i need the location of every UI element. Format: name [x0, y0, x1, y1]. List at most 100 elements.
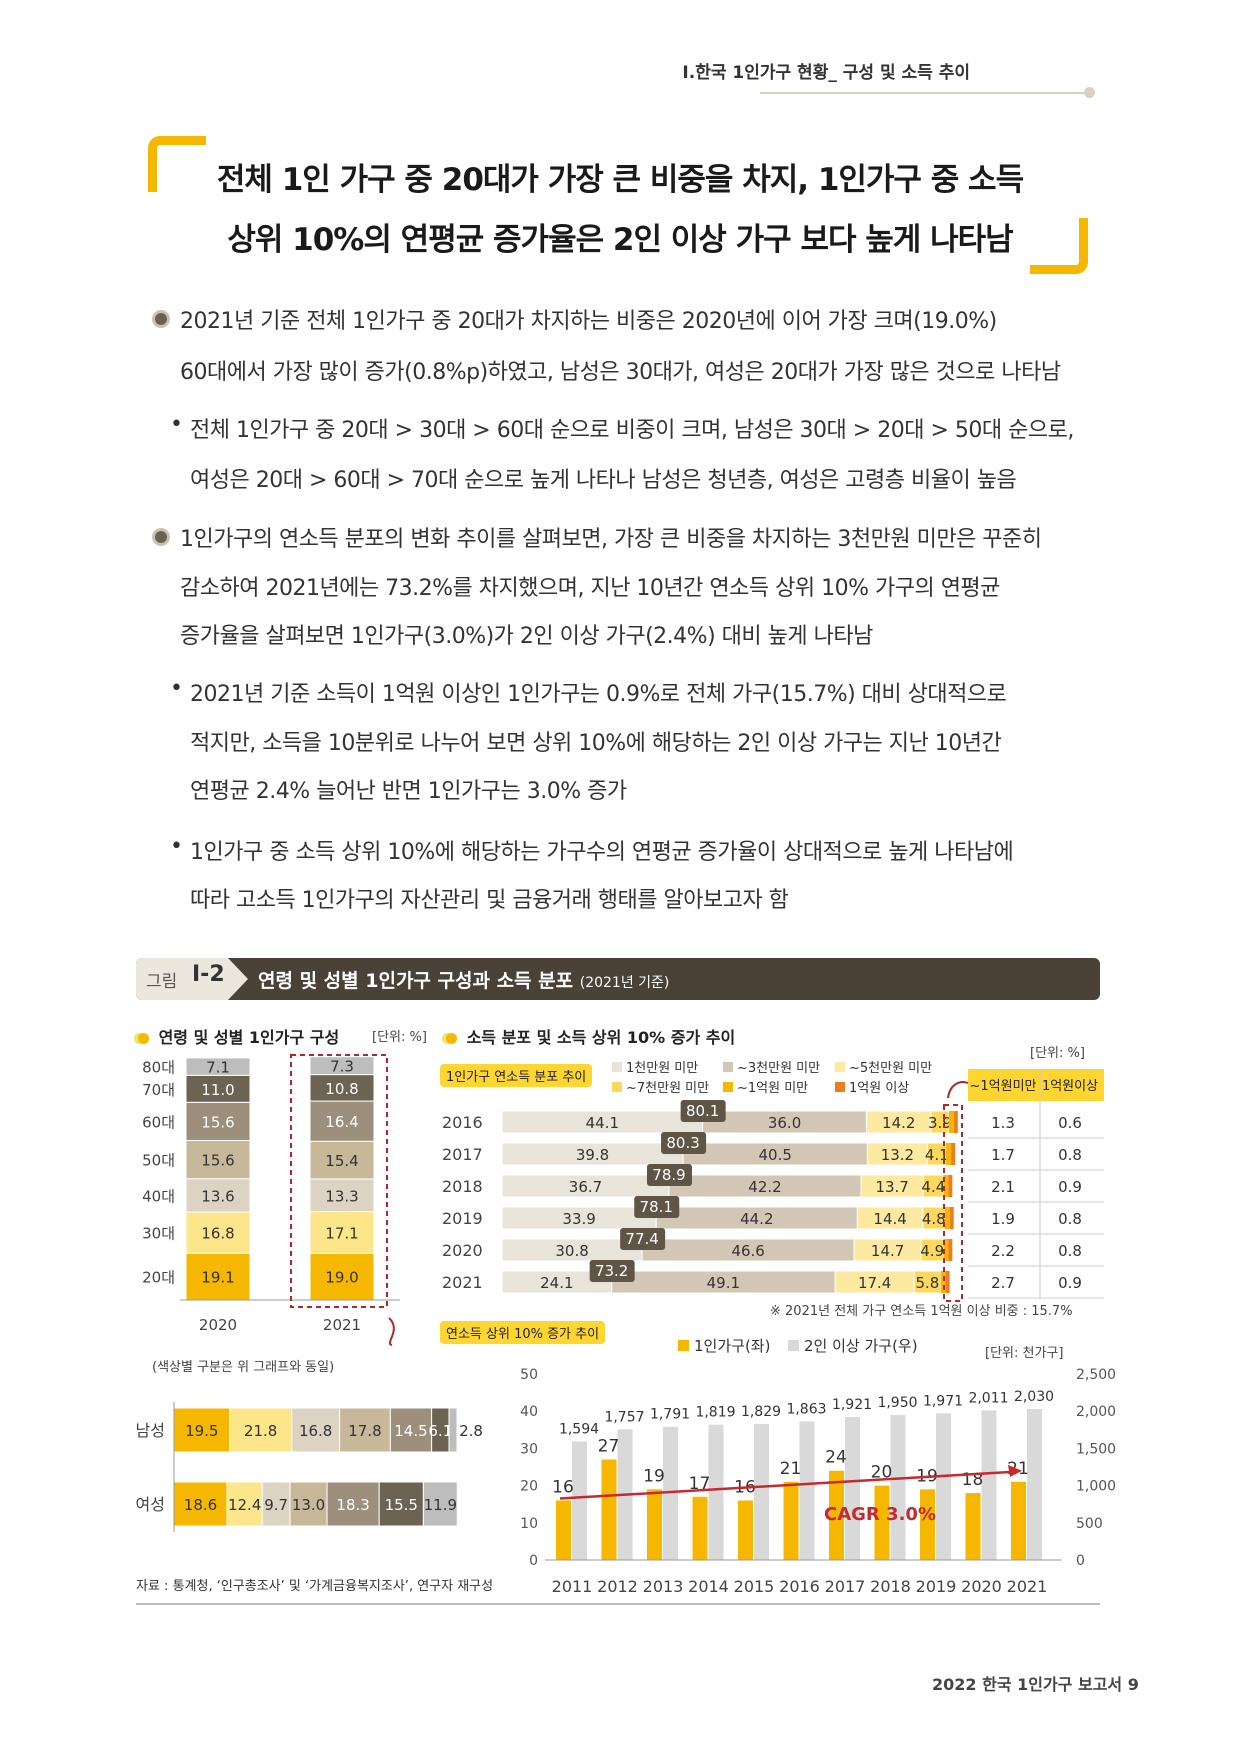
growth-label-2plus: 1,863: [786, 1401, 826, 1417]
income-bar-label: 44.2: [740, 1210, 773, 1228]
p2-line3: 증가율을 살펴보면 1인가구(3.0%)가 2인 이상 가구(2.4%) 대비 …: [180, 624, 873, 649]
cagr-annotation: CAGR 3.0%: [824, 1504, 936, 1525]
growth-year-tick: 2020: [961, 1577, 1002, 1596]
income-bar-segment: [948, 1111, 954, 1133]
under3000-badge: [661, 1132, 707, 1154]
growth-label-single: 21: [780, 1459, 802, 1479]
income-bar-label: 24.1: [540, 1274, 573, 1292]
age-bar-label: 11.0: [201, 1081, 234, 1099]
income-bar-label: 4.9: [920, 1242, 944, 1260]
income-legend-swatch: [835, 1062, 845, 1072]
bullet-dot: •: [170, 834, 183, 859]
age-axis-label: 80대: [142, 1059, 175, 1077]
income-bar-label: 4.8: [922, 1210, 946, 1228]
gender-bar-segment: [389, 1407, 433, 1453]
age-bar-label: 15.6: [201, 1113, 234, 1131]
gender-note: (색상별 구분은 위 그래프와 동일): [152, 1360, 335, 1375]
table-cell: 1.7: [991, 1146, 1015, 1164]
highlight-arrow: [388, 1317, 395, 1346]
figure-subtitle: (2021년 기준): [579, 975, 670, 991]
growth-label-2plus: 1,791: [650, 1407, 690, 1423]
income-bar-segment: [946, 1143, 952, 1165]
figure-number: Ⅰ-2: [192, 962, 225, 987]
income-bar-label: 14.2: [882, 1114, 915, 1132]
right-title-text: 소득 분포 및 소득 상위 10% 증가 추이: [466, 1028, 736, 1047]
gender-bar-label: 18.3: [336, 1496, 369, 1514]
b2-line3: 연평균 2.4% 늘어난 반면 1인가구는 3.0% 증가: [190, 779, 627, 804]
age-bar-segment: [185, 1057, 251, 1076]
growth-bar-2plus: [663, 1426, 678, 1560]
bullet-dot: •: [170, 412, 183, 437]
growth-label-2plus: 1,921: [832, 1397, 872, 1413]
gender-bar-label: 16.8: [299, 1422, 332, 1440]
income-bar-label: 42.2: [748, 1178, 781, 1196]
gender-bar-label: 14.5: [394, 1422, 427, 1440]
page-number: 9: [1127, 1675, 1139, 1694]
right-axis-tick: 2,000: [1076, 1404, 1116, 1420]
income-legend-label: ~5천만원 미만: [849, 1061, 932, 1076]
growth-label-2plus: 2,030: [1014, 1389, 1054, 1405]
age-bar-label: 16.8: [201, 1225, 234, 1243]
income-bar-label: 30.8: [555, 1242, 588, 1260]
p1-line2: 60대에서 가장 많이 증가(0.8%p)하였고, 남성은 30대가, 여성은 …: [180, 360, 1061, 385]
gender-axis-label: 여성: [136, 1495, 165, 1514]
age-bar-segment: [185, 1178, 251, 1213]
table-cell: 0.6: [1058, 1114, 1082, 1132]
growth-year-tick: 2018: [870, 1577, 911, 1596]
growth-year-tick: 2011: [552, 1577, 593, 1596]
gender-axis-label: 남성: [136, 1421, 165, 1440]
age-bar-label: 19.0: [325, 1269, 358, 1287]
headline-line1: 전체 1인 가구 중 20대가 가장 큰 비중을 차지, 1인가구 중 소득: [216, 162, 1024, 198]
income-year-label: 2021: [442, 1273, 483, 1292]
left-axis-tick: 20: [520, 1479, 538, 1495]
gender-bar-label: 21.8: [244, 1422, 277, 1440]
age-axis-label: 60대: [142, 1113, 175, 1131]
growth-bar-2plus: [890, 1414, 906, 1560]
age-axis-label: 40대: [142, 1187, 175, 1205]
legend-dot-icon: [446, 1033, 457, 1044]
growth-legend-swatch: [678, 1340, 689, 1351]
table-cell: 0.9: [1058, 1274, 1082, 1292]
growth-year-tick: 2019: [916, 1577, 957, 1596]
under3000-badge: [634, 1196, 680, 1218]
source-note: 자료 : 통계청, ‘인구총조사’ 및 ‘가계금융복지조사’, 연구자 재구성: [136, 1579, 494, 1594]
income-bar-label: 5.8: [915, 1274, 939, 1292]
gender-bar-label: 18.6: [184, 1496, 217, 1514]
income-bar-label: 39.8: [576, 1146, 609, 1164]
footer-text: 2022 한국 1인가구 보고서: [932, 1675, 1123, 1694]
income-bar-segment: [945, 1271, 950, 1293]
income-bar-label: 4.1: [925, 1146, 949, 1164]
b3-line1: 1인가구 중 소득 상위 10%에 해당하는 가구수의 연평균 증가율이 상대적…: [190, 840, 1014, 865]
growth-year-tick: 2014: [688, 1577, 729, 1596]
growth-year-tick: 2017: [825, 1577, 866, 1596]
gender-bar-segment: [422, 1481, 458, 1527]
gender-bar-segment: [448, 1407, 458, 1453]
income-legend-label: ~3천만원 미만: [737, 1061, 820, 1076]
right-axis-tick: 500: [1076, 1516, 1103, 1532]
income-year-label: 2020: [442, 1241, 483, 1260]
income-bar-label: 46.6: [731, 1242, 764, 1260]
growth-bar-2plus: [845, 1417, 860, 1560]
gender-bar-label: 2.8: [459, 1422, 483, 1440]
gender-bar-label: 6.1: [428, 1422, 452, 1440]
gender-bar-segment: [289, 1481, 328, 1527]
right-axis-tick: 1,500: [1076, 1441, 1116, 1457]
gender-bar-segment: [326, 1481, 380, 1527]
bracket-top-left: [148, 136, 206, 192]
b2-line2: 적지만, 소득을 10분위로 나누어 보면 상위 10%에 해당하는 2인 이상…: [190, 731, 1002, 756]
headline: 전체 1인 가구 중 20대가 가장 큰 비중을 차지, 1인가구 중 소득 상…: [180, 150, 1060, 270]
age-bar-segment: [309, 1056, 375, 1076]
age-bar-label: 15.6: [201, 1152, 234, 1170]
income-bar-label: 17.4: [858, 1274, 891, 1292]
income-bar-label: 33.9: [562, 1210, 595, 1228]
income-bar-segment: [951, 1143, 956, 1165]
total-note: ※ 2021년 전체 가구 연소득 1억원 이상 비중 : 15.7%: [770, 1304, 1073, 1319]
age-axis-label: 70대: [142, 1081, 175, 1099]
income-bar-label: 36.0: [768, 1114, 801, 1132]
growth-year-tick: 2012: [597, 1577, 638, 1596]
income-bar-label: 44.1: [586, 1114, 619, 1132]
age-bar-segment: [309, 1252, 375, 1301]
growth-bar-single: [874, 1485, 890, 1560]
gender-bar-segment: [173, 1481, 228, 1527]
